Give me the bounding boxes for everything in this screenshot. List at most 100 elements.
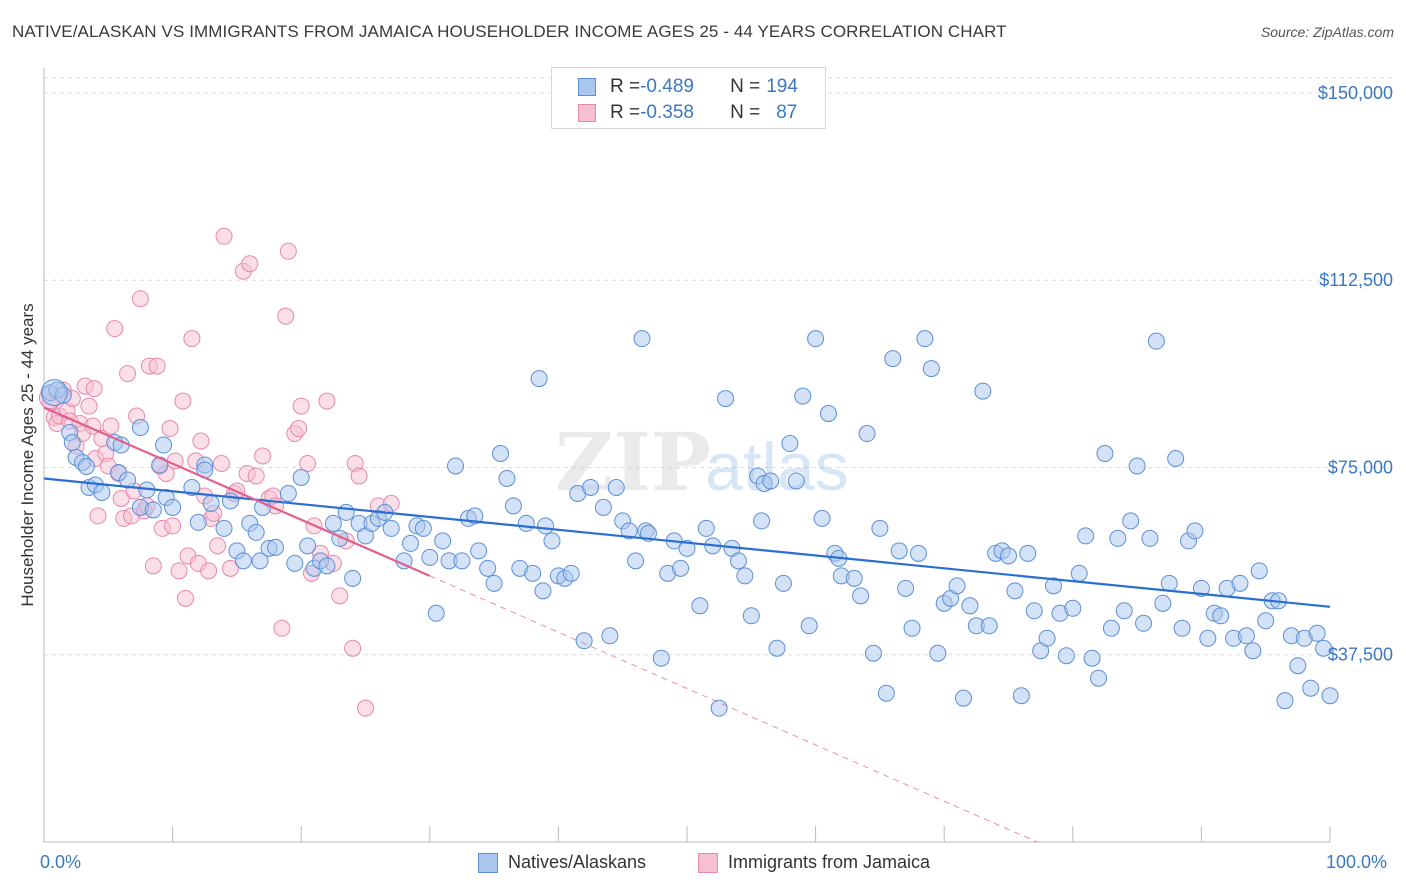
trend-lines — [43, 406, 1331, 843]
natives-point — [819, 405, 837, 423]
natives-point — [961, 597, 979, 615]
legend-n-value: 87 — [776, 102, 798, 123]
jamaica-point — [292, 397, 310, 415]
natives-point — [1141, 529, 1159, 547]
natives-point — [736, 567, 754, 585]
natives-point — [119, 471, 137, 489]
natives-point — [768, 639, 786, 657]
natives-point — [337, 503, 355, 521]
natives-point — [787, 472, 805, 490]
legend-n-label: N = — [730, 102, 761, 123]
natives-point — [1077, 527, 1095, 545]
natives-point — [1102, 619, 1120, 637]
natives-point — [1122, 512, 1140, 530]
natives-point — [470, 542, 488, 560]
jamaica-point — [102, 417, 120, 435]
axes — [43, 68, 1331, 843]
natives-point — [890, 542, 908, 560]
natives-point — [807, 330, 825, 348]
natives-point — [1160, 574, 1178, 592]
natives-point — [524, 564, 542, 582]
natives-point — [601, 627, 619, 645]
natives-point — [1083, 649, 1101, 667]
jamaica-point — [106, 320, 124, 338]
x-tick-label-min: 0.0% — [40, 852, 82, 872]
natives-point — [402, 534, 420, 552]
natives-point — [1321, 687, 1339, 705]
jamaica-point — [192, 432, 210, 450]
natives-point — [774, 574, 792, 592]
natives-point — [697, 519, 715, 537]
natives-point — [1012, 687, 1030, 705]
jamaica-point — [89, 507, 107, 525]
natives-point — [903, 619, 921, 637]
natives-point — [871, 519, 889, 537]
natives-point — [753, 512, 771, 530]
jamaica-point — [170, 562, 188, 580]
jamaica-trend-extension — [429, 575, 1038, 843]
natives-point — [279, 484, 297, 502]
legend-swatch-blue — [578, 78, 596, 96]
natives-point — [93, 483, 111, 501]
jamaica-point — [119, 365, 137, 383]
natives-point — [1025, 602, 1043, 620]
x-tick-label-max: 100.0% — [1326, 852, 1388, 872]
natives-point — [1186, 522, 1204, 540]
natives-point — [286, 554, 304, 572]
correlation-legend: R = -0.489 N = 194 R = -0.358 N = 87 — [551, 67, 826, 129]
natives-point — [421, 548, 439, 566]
natives-point — [620, 522, 638, 540]
natives-point — [877, 684, 895, 702]
natives-point — [954, 689, 972, 707]
natives-point — [1276, 692, 1294, 710]
legend-row-jamaica: R = -0.358 N = 87 — [552, 101, 797, 125]
natives-point — [1019, 544, 1037, 562]
legend-r-value: -0.489 — [640, 76, 694, 97]
natives-point — [1302, 679, 1320, 697]
y-tick-label: $37,500 — [1328, 645, 1393, 665]
natives-point — [40, 379, 68, 407]
natives-point — [485, 574, 503, 592]
natives-point — [382, 519, 400, 537]
series-legend: Natives/Alaskans Immigrants from Jamaica — [0, 852, 1406, 876]
natives-point — [504, 497, 522, 515]
natives-point — [897, 579, 915, 597]
jamaica-point — [161, 420, 179, 438]
natives-point — [202, 494, 220, 512]
legend-row-natives: R = -0.489 N = 194 — [552, 75, 798, 99]
natives-point — [164, 498, 182, 516]
natives-point — [678, 539, 696, 557]
natives-point — [447, 457, 465, 475]
y-axis-label: Householder Income Ages 25 - 44 years — [18, 303, 37, 607]
natives-point — [537, 517, 555, 535]
natives-point — [1212, 607, 1230, 625]
natives-point — [710, 699, 728, 717]
natives-point — [575, 632, 593, 650]
legend-swatch-blue — [478, 852, 498, 873]
legend-item-natives[interactable]: Natives/Alaskans — [478, 852, 646, 873]
natives-point — [980, 617, 998, 635]
natives-point — [1315, 639, 1333, 657]
natives-point — [492, 445, 510, 463]
natives-point — [299, 537, 317, 555]
source-label: Source: ZipAtlas.com — [1260, 24, 1394, 40]
natives-point — [1045, 577, 1063, 595]
natives-point — [1199, 629, 1217, 647]
natives-point — [1090, 669, 1108, 687]
y-tick-labels: $37,500 $75,000 $112,500 $150,000 — [1318, 83, 1393, 665]
natives-point — [948, 577, 966, 595]
natives-point — [627, 552, 645, 570]
jamaica-point — [85, 380, 103, 398]
natives-point — [1064, 599, 1082, 617]
jamaica-point — [176, 589, 194, 607]
natives-point — [434, 532, 452, 550]
natives-point — [1096, 445, 1114, 463]
natives-point — [652, 649, 670, 667]
natives-point — [974, 382, 992, 400]
natives-point — [215, 519, 233, 537]
jamaica-point — [357, 699, 374, 717]
legend-item-jamaica[interactable]: Immigrants from Jamaica — [698, 852, 930, 873]
natives-point — [1192, 579, 1210, 597]
jamaica-point — [290, 420, 308, 438]
